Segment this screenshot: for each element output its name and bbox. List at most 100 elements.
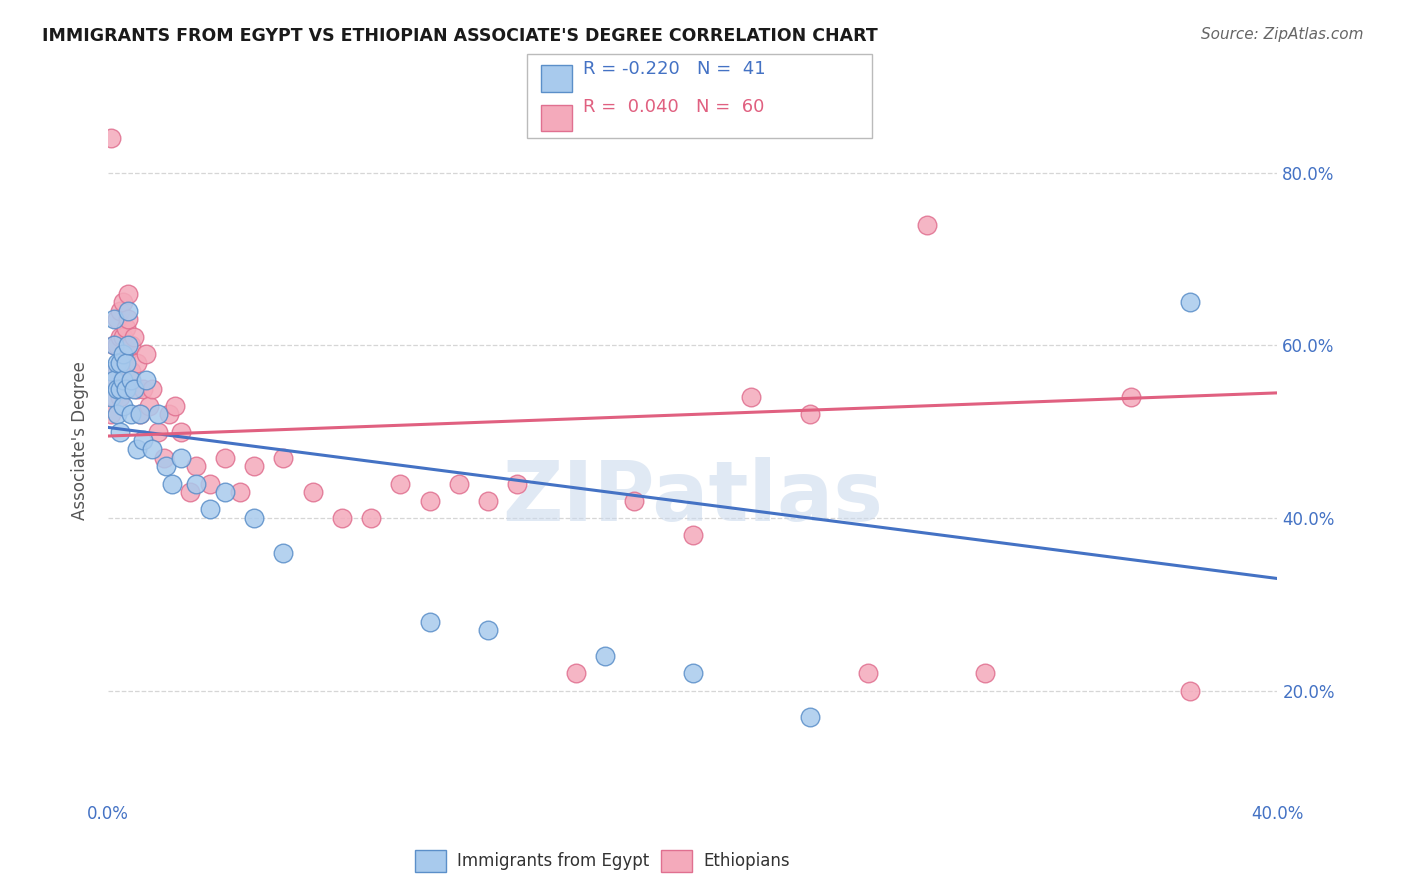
Point — [111, 356, 134, 370]
Point — [214, 485, 236, 500]
Point — [117, 338, 139, 352]
Point — [111, 330, 134, 344]
Text: Source: ZipAtlas.com: Source: ZipAtlas.com — [1201, 27, 1364, 42]
Point — [506, 476, 529, 491]
Point — [301, 485, 323, 500]
Point — [105, 356, 128, 370]
Text: Immigrants from Egypt: Immigrants from Egypt — [457, 852, 650, 871]
Point — [419, 615, 441, 629]
Point — [114, 356, 136, 370]
Point — [114, 347, 136, 361]
Point — [141, 382, 163, 396]
Point — [856, 666, 879, 681]
Point — [184, 476, 207, 491]
Text: IMMIGRANTS FROM EGYPT VS ETHIOPIAN ASSOCIATE'S DEGREE CORRELATION CHART: IMMIGRANTS FROM EGYPT VS ETHIOPIAN ASSOC… — [42, 27, 877, 45]
Point — [111, 347, 134, 361]
Point — [100, 408, 122, 422]
Point — [243, 459, 266, 474]
Point — [360, 511, 382, 525]
Point — [100, 390, 122, 404]
Point — [152, 450, 174, 465]
Text: R = -0.220   N =  41: R = -0.220 N = 41 — [583, 61, 766, 78]
Point — [623, 493, 645, 508]
Point — [170, 425, 193, 439]
Point — [120, 408, 142, 422]
Point — [682, 666, 704, 681]
Point — [974, 666, 997, 681]
Point — [593, 649, 616, 664]
Point — [105, 364, 128, 378]
Point — [146, 425, 169, 439]
Point — [108, 303, 131, 318]
Point — [135, 373, 157, 387]
Point — [200, 502, 222, 516]
Point — [138, 399, 160, 413]
Point — [141, 442, 163, 456]
Point — [100, 364, 122, 378]
Y-axis label: Associate's Degree: Associate's Degree — [72, 361, 89, 520]
Point — [105, 408, 128, 422]
Point — [103, 364, 125, 378]
Point — [1178, 295, 1201, 310]
Point — [108, 364, 131, 378]
Point — [114, 382, 136, 396]
Point — [105, 382, 128, 396]
Point — [120, 373, 142, 387]
Point — [799, 408, 821, 422]
Point — [477, 624, 499, 638]
Point — [447, 476, 470, 491]
Point — [200, 476, 222, 491]
Point — [103, 373, 125, 387]
Text: R =  0.040   N =  60: R = 0.040 N = 60 — [583, 98, 765, 117]
Text: Ethiopians: Ethiopians — [703, 852, 790, 871]
Point — [100, 373, 122, 387]
Point — [146, 408, 169, 422]
Point — [214, 450, 236, 465]
Point — [108, 356, 131, 370]
Point — [1121, 390, 1143, 404]
Point — [132, 382, 155, 396]
Point — [129, 408, 152, 422]
Point — [129, 408, 152, 422]
Point — [179, 485, 201, 500]
Point — [132, 434, 155, 448]
Point — [1178, 683, 1201, 698]
Point — [103, 338, 125, 352]
Point — [127, 442, 149, 456]
Point — [103, 390, 125, 404]
Point — [124, 330, 146, 344]
Text: ZIPatlas: ZIPatlas — [502, 457, 883, 538]
Point — [111, 295, 134, 310]
Point — [273, 450, 295, 465]
Point — [564, 666, 586, 681]
Point — [117, 286, 139, 301]
Point — [114, 321, 136, 335]
Point — [184, 459, 207, 474]
Point — [915, 218, 938, 232]
Point — [740, 390, 762, 404]
Point — [155, 459, 177, 474]
Point — [228, 485, 250, 500]
Point — [100, 131, 122, 145]
Point — [103, 312, 125, 326]
Point — [120, 364, 142, 378]
Point — [330, 511, 353, 525]
Point — [108, 382, 131, 396]
Point — [170, 450, 193, 465]
Point — [165, 399, 187, 413]
Point — [419, 493, 441, 508]
Point — [117, 312, 139, 326]
Point — [127, 356, 149, 370]
Point — [682, 528, 704, 542]
Point — [108, 330, 131, 344]
Point — [799, 709, 821, 723]
Point — [111, 373, 134, 387]
Point — [157, 408, 180, 422]
Point — [124, 382, 146, 396]
Point — [477, 493, 499, 508]
Point — [105, 338, 128, 352]
Point — [105, 312, 128, 326]
Point — [103, 338, 125, 352]
Point — [273, 546, 295, 560]
Point — [162, 476, 184, 491]
